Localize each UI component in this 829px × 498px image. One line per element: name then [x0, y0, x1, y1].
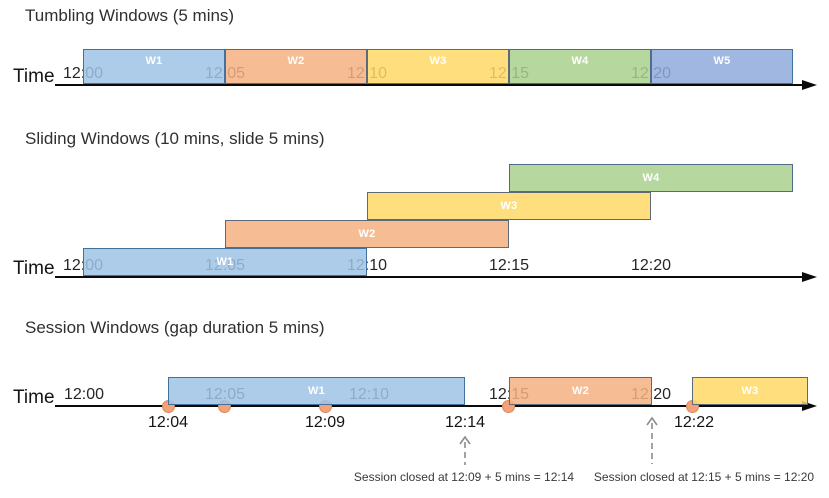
window-label: W5 [713, 55, 731, 67]
window-label: W2 [287, 55, 305, 67]
window-label: W1 [307, 384, 326, 397]
timeline-session [55, 405, 802, 407]
window-label: W3 [429, 55, 447, 67]
session-closed-note: Session closed at 12:09 + 5 mins = 12:14 [353, 470, 575, 484]
event-time-label: 12:14 [444, 414, 486, 431]
sliding-section-title: Sliding Windows (10 mins, slide 5 mins) [25, 129, 325, 148]
timeline-sliding [55, 276, 802, 278]
event-time-label: 12:22 [673, 414, 715, 431]
time-axis-label-session: Time [13, 387, 55, 408]
timeline-arrowhead-session [802, 401, 817, 411]
window-tumbling-w4: W4 [509, 49, 651, 84]
window-sliding-w4: W4 [509, 164, 793, 192]
window-label: W3 [741, 384, 759, 397]
window-session-w2: W2 [509, 377, 652, 405]
tick-label-sliding: 12:20 [630, 257, 672, 274]
window-sliding-w2: W2 [225, 220, 509, 248]
window-session-w3: W3 [692, 377, 808, 405]
window-label: W2 [358, 227, 376, 240]
tick-label-sliding: 12:15 [488, 257, 530, 274]
session-section-title: Session Windows (gap duration 5 mins) [25, 318, 325, 337]
window-tumbling-w3: W3 [367, 49, 509, 84]
window-tumbling-w2: W2 [225, 49, 367, 84]
timeline-tumbling [55, 84, 802, 86]
window-sliding-w1: W1 [83, 248, 367, 276]
tick-label-session: 12:00 [63, 386, 105, 403]
time-axis-label-tumbling: Time [13, 66, 55, 87]
window-label: W4 [642, 171, 660, 184]
dashed-up-arrow [645, 416, 659, 466]
window-label: W4 [571, 55, 589, 67]
window-label: W2 [571, 384, 590, 397]
timeline-arrowhead-sliding [802, 272, 817, 282]
window-session-w1: W1 [168, 377, 465, 405]
window-label: W3 [500, 199, 518, 212]
session-closed-note: Session closed at 12:15 + 5 mins = 12:20 [593, 470, 815, 484]
event-time-label: 12:09 [304, 414, 346, 431]
timeline-arrowhead-tumbling [802, 80, 817, 90]
window-label: W1 [216, 255, 234, 268]
dashed-up-arrow [458, 435, 472, 467]
tumbling-section-title: Tumbling Windows (5 mins) [25, 6, 235, 25]
window-tumbling-w5: W5 [651, 49, 793, 84]
window-tumbling-w1: W1 [83, 49, 225, 84]
time-axis-label-sliding: Time [13, 258, 55, 279]
event-time-label: 12:04 [147, 414, 189, 431]
window-sliding-w3: W3 [367, 192, 651, 220]
window-label: W1 [145, 55, 163, 67]
